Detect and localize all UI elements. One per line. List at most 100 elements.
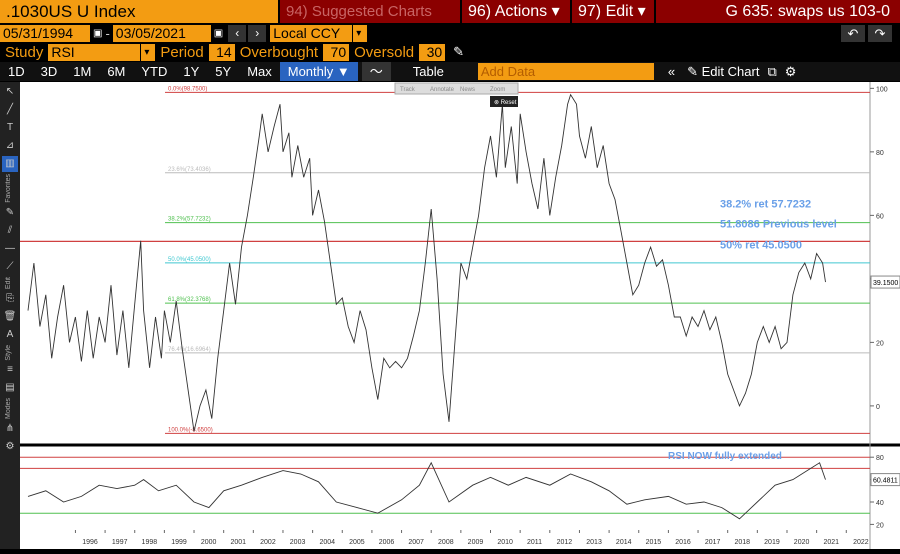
collapse-icon[interactable]: « (667, 64, 676, 79)
calendar-icon[interactable]: ▣ (213, 27, 224, 39)
chevron-down-icon: ▾ (551, 3, 560, 20)
x-tick-label: 2017 (705, 539, 721, 546)
trash-icon[interactable]: 🗑 (3, 310, 17, 322)
y-tick-label: 0 (876, 404, 880, 411)
rsi-last-label: 60.4811 (873, 478, 898, 485)
last-value-box (870, 275, 900, 289)
period-label: Period (160, 43, 204, 61)
annotation-text: 50% ret 45.0500 (720, 240, 802, 252)
drawing-toolbar: ↖ ╱ T ⊿ ▥ Favorites ✎ ⫽ — ⟋ Edit ⎘ 🗑 A S… (0, 82, 20, 549)
brush-icon[interactable]: ✎ (5, 206, 15, 218)
title-bar: .1030US U Index 94) Suggested Charts 96)… (0, 0, 900, 23)
overbought-input[interactable]: 70 (323, 43, 350, 61)
x-tick-label: 2018 (735, 539, 751, 546)
reset-button[interactable] (490, 96, 518, 107)
tab-3d[interactable]: 3D (40, 64, 58, 79)
channel-icon[interactable]: ⫽ (7, 224, 13, 236)
rsi-annotation: RSI NOW fully extended (668, 451, 782, 462)
line-tool-icon[interactable]: ╱ (6, 104, 14, 115)
chart-edit-icon[interactable]: ⧉ (767, 64, 777, 79)
calendar-icon[interactable]: ▣ (93, 27, 103, 39)
fib-label: 100.0%(-8.6500) (168, 427, 213, 433)
rsi-tick-label: 40 (876, 500, 884, 507)
mini-toolbar-item[interactable]: Annotate (430, 87, 455, 93)
hline-icon[interactable]: — (5, 242, 15, 254)
actions-label: 96) Actions (468, 3, 548, 20)
rsi-tick-label: 80 (876, 455, 884, 462)
x-tick-label: 2020 (794, 539, 810, 546)
fib-tool-icon[interactable]: ▥ (2, 156, 18, 172)
actions-menu[interactable]: 96) Actions ▾ (462, 0, 570, 23)
end-date-input[interactable]: 03/05/2021 (112, 24, 211, 42)
line-style-icon[interactable]: ≡ (7, 364, 13, 376)
mini-toolbar-item[interactable]: Track (400, 87, 416, 93)
x-tick-label: 2002 (260, 539, 276, 546)
pencil-icon[interactable]: ✎ (453, 44, 465, 59)
font-icon[interactable]: A (6, 328, 14, 340)
x-tick-label: 2006 (379, 539, 395, 546)
tab-ytd[interactable]: YTD (141, 64, 168, 79)
x-tick-label: 2001 (231, 539, 247, 546)
y-tick-label: 60 (876, 213, 884, 220)
next-period-button[interactable]: › (248, 24, 267, 42)
overbought-label: Overbought (239, 43, 319, 61)
mini-toolbar-item[interactable]: Zoom (490, 87, 505, 93)
study-label: Study (5, 43, 44, 61)
frequency-select[interactable]: Monthly ▼ (279, 62, 358, 81)
ruler-icon[interactable]: ⊿ (5, 140, 15, 151)
cursor-icon[interactable]: ↖ (5, 86, 15, 97)
x-tick-label: 2007 (408, 539, 424, 546)
settings-icon[interactable]: ⚙ (5, 441, 15, 453)
period-input[interactable]: 14 (208, 43, 235, 61)
tab-1m[interactable]: 1M (73, 64, 92, 79)
edit-chart-button[interactable]: ✎ Edit Chart (683, 62, 763, 81)
redo-button[interactable]: ↷ (868, 24, 892, 42)
frequency-label: Monthly (287, 64, 334, 79)
ticker-field[interactable]: .1030US U Index (0, 0, 278, 23)
magnet-icon[interactable]: ⋔ (5, 423, 15, 435)
start-date-input[interactable]: 05/31/1994 (0, 24, 90, 42)
x-tick-label: 2011 (527, 539, 542, 546)
last-value-label: 39.1500 (873, 280, 898, 287)
tab-6m[interactable]: 6M (107, 64, 126, 79)
ray-icon[interactable]: ⟋ (6, 260, 14, 272)
tab-1d[interactable]: 1D (8, 64, 25, 79)
undo-button[interactable]: ↶ (841, 24, 865, 42)
mini-toolbar (394, 82, 519, 95)
table-button[interactable]: Table (412, 64, 444, 79)
add-data-input[interactable]: Add Data (477, 63, 654, 80)
suggested-charts-menu[interactable]: 94) Suggested Charts (280, 0, 460, 23)
chevron-down-icon[interactable]: ▾ (141, 43, 156, 61)
line-chart-icon[interactable]: 〜 (361, 62, 391, 81)
tab-5y[interactable]: 5Y (215, 64, 232, 79)
currency-select[interactable]: Local CCY (270, 24, 353, 42)
y-tick-label: 100 (876, 86, 888, 93)
edit-menu[interactable]: 97) Edit ▾ (572, 0, 654, 23)
x-tick-label: 2005 (349, 539, 365, 546)
x-tick-label: 2019 (764, 539, 780, 546)
fib-label: 0.0%(98.7500) (168, 86, 207, 92)
text-tool-icon[interactable]: T (6, 122, 14, 133)
study-select[interactable]: RSI (48, 43, 141, 61)
annotation-text: 38.2% ret 57.7232 (720, 198, 811, 210)
tab-1y[interactable]: 1Y (183, 64, 200, 79)
fib-label: 38.2%(57.7232) (168, 217, 211, 223)
gear-icon[interactable]: ⚙ (784, 64, 797, 79)
mini-toolbar-item[interactable]: News (460, 87, 475, 93)
chevron-down-icon: ▾ (637, 3, 646, 20)
chart-panel[interactable]: 0.0%(98.7500) 23.6%(73.4036) 38.2%(57.7232… (0, 82, 900, 549)
x-tick-label: 2016 (675, 539, 691, 546)
x-tick-label: 2013 (586, 539, 602, 546)
prev-period-button[interactable]: ‹ (228, 24, 247, 42)
rsi-series-line (27, 461, 826, 520)
fib-label: 50.0%(45.0500) (168, 257, 211, 263)
favorites-label: Favorites (5, 174, 12, 203)
chart-svg[interactable]: 0.0%(98.7500) 23.6%(73.4036) 38.2%(57.7232… (0, 82, 900, 549)
chevron-down-icon[interactable]: ▾ (353, 24, 368, 42)
edit-chart-label: Edit Chart (701, 64, 760, 79)
color-icon[interactable]: ▤ (5, 382, 15, 394)
annotation-text: 51.8086 Previous level (720, 218, 837, 230)
oversold-input[interactable]: 30 (419, 43, 446, 61)
copy-icon[interactable]: ⎘ (6, 292, 14, 304)
tab-max[interactable]: Max (247, 64, 272, 79)
